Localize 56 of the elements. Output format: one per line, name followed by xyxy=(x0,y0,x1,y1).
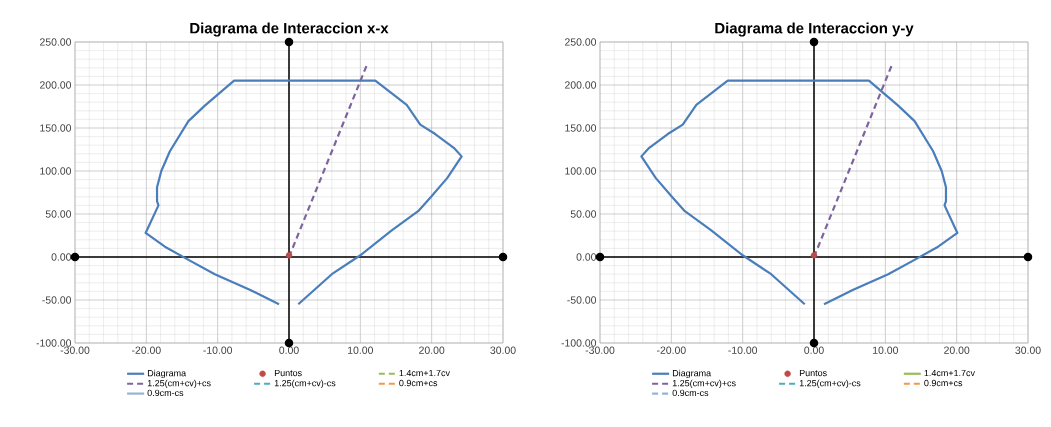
legend-label: 0.9cm+cs xyxy=(924,379,963,387)
y-tick-label: 100.00 xyxy=(565,167,597,175)
legend-label: 1.25(cm+cv)-cs xyxy=(799,379,861,389)
y-tick-label: 150.00 xyxy=(565,124,597,132)
legend-label: Diagrama xyxy=(672,369,712,379)
point xyxy=(810,252,818,259)
y-tick-label: -50.00 xyxy=(42,296,72,304)
legend-label: 0.9cm-cs xyxy=(147,389,184,397)
y-tick-label: 0.00 xyxy=(576,253,597,261)
x-tick-label: 30.00 xyxy=(490,346,516,354)
x-tick-label: 0.00 xyxy=(279,346,299,354)
x-tick-label: -10.00 xyxy=(203,346,233,354)
x-tick-label: -20.00 xyxy=(656,346,686,354)
x-tick-label: 20.00 xyxy=(419,346,445,354)
x-tick-label: 20.00 xyxy=(944,346,970,354)
y-tick-label: -100.00 xyxy=(36,339,72,347)
y-tick-label: -100.00 xyxy=(561,339,597,347)
legend-label: 1.25(cm+cv)+cs xyxy=(147,379,211,389)
x-tick-label: 30.00 xyxy=(1015,346,1041,354)
legend-label: 1.25(cm+cv)+cs xyxy=(672,379,736,389)
legend-label: Puntos xyxy=(799,369,827,377)
y-tick-label: 150.00 xyxy=(40,124,72,132)
y-tick-label: 50.00 xyxy=(570,210,597,218)
line-series xyxy=(144,79,463,306)
x-tick-label: -10.00 xyxy=(728,346,758,354)
y-tick-label: 250.00 xyxy=(40,38,72,46)
legend-label: 1.25(cm+cv)-cs xyxy=(274,379,336,389)
y-tick-label: 50.00 xyxy=(45,210,72,218)
x-tick-label: -20.00 xyxy=(131,346,161,354)
legend-label: 0.9cm-cs xyxy=(672,389,709,397)
chart-title: Diagrama de Interaccion x-x xyxy=(190,22,389,37)
point xyxy=(284,37,294,47)
x-tick-label: 10.00 xyxy=(873,346,899,354)
point xyxy=(285,252,293,259)
legend-label: 1.4cm+1.7cv xyxy=(399,369,450,377)
point xyxy=(595,252,605,262)
chart-title: Diagrama de Interaccion y-y xyxy=(715,22,914,37)
point xyxy=(1023,252,1033,262)
point xyxy=(70,252,80,262)
legend-label: 0.9cm+cs xyxy=(399,379,438,387)
point xyxy=(498,252,508,262)
y-tick-label: 100.00 xyxy=(40,167,72,175)
y-tick-label: 250.00 xyxy=(565,38,597,46)
legend-label: Diagrama xyxy=(147,369,187,379)
legend-label: 1.4cm+1.7cv xyxy=(924,369,975,377)
x-tick-label: -30.00 xyxy=(60,346,90,354)
y-tick-label: 200.00 xyxy=(40,81,72,89)
y-tick-label: 200.00 xyxy=(565,81,597,89)
y-tick-label: -50.00 xyxy=(567,296,597,304)
point xyxy=(809,37,819,47)
y-tick-label: 0.00 xyxy=(51,253,72,261)
x-tick-label: 10.00 xyxy=(348,346,374,354)
x-tick-label: 0.00 xyxy=(804,346,824,354)
legend-label: Puntos xyxy=(274,369,302,377)
x-tick-label: -30.00 xyxy=(585,346,615,354)
line-series xyxy=(640,79,959,306)
